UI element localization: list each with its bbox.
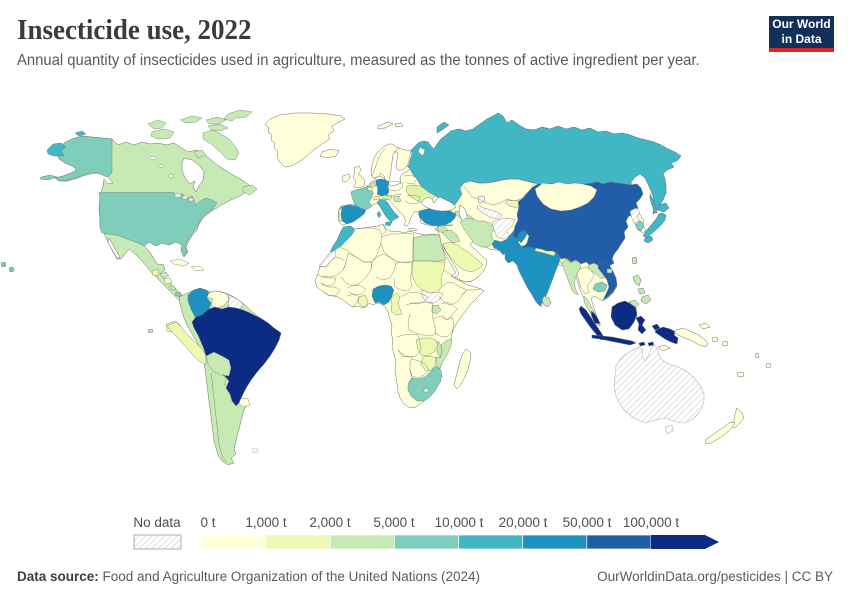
svg-text:50,000 t: 50,000 t bbox=[563, 515, 612, 530]
svg-text:100,000 t: 100,000 t bbox=[623, 515, 680, 530]
svg-text:0 t: 0 t bbox=[200, 515, 215, 530]
svg-text:1,000 t: 1,000 t bbox=[245, 515, 287, 530]
svg-text:5,000 t: 5,000 t bbox=[373, 515, 415, 530]
svg-text:2,000 t: 2,000 t bbox=[309, 515, 351, 530]
svg-text:20,000 t: 20,000 t bbox=[499, 515, 548, 530]
svg-text:10,000 t: 10,000 t bbox=[435, 515, 484, 530]
svg-text:No data: No data bbox=[133, 515, 181, 530]
